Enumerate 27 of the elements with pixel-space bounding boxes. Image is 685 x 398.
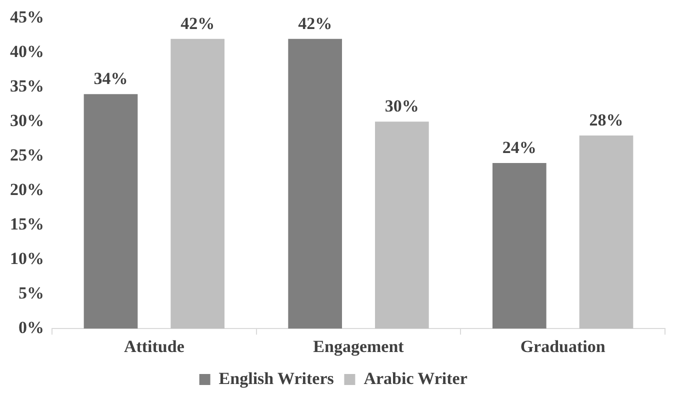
y-tick-label: 30%	[10, 111, 44, 130]
bar	[288, 38, 342, 329]
x-tick-label: Attitude	[124, 337, 185, 356]
bar	[84, 94, 138, 329]
data-label: 24%	[502, 138, 536, 157]
bar	[492, 163, 546, 329]
y-tick-label: 10%	[10, 249, 44, 268]
bar	[375, 122, 429, 329]
y-tick-label: 35%	[10, 76, 44, 96]
data-label: 30%	[384, 96, 419, 116]
y-tick-label: 40%	[10, 42, 44, 62]
data-label: 42%	[180, 14, 215, 33]
x-tick-label: Graduation	[520, 337, 606, 356]
y-tick-label: 45%	[10, 8, 44, 27]
bar	[170, 38, 225, 329]
y-tick-label: 15%	[10, 214, 44, 234]
legend-label: English Writers	[218, 368, 334, 388]
y-tick-label: 5%	[18, 284, 44, 302]
y-tick-label: 25%	[10, 146, 44, 165]
bar	[579, 135, 634, 329]
data-label: 42%	[298, 14, 332, 33]
data-label: 28%	[589, 110, 624, 130]
y-tick-label: 20%	[10, 180, 44, 200]
y-tick-label: 0%	[18, 318, 44, 337]
x-tick-label: Engagement	[313, 337, 404, 356]
data-label: 34%	[94, 68, 128, 88]
legend-label: Arabic Writer	[364, 368, 468, 388]
